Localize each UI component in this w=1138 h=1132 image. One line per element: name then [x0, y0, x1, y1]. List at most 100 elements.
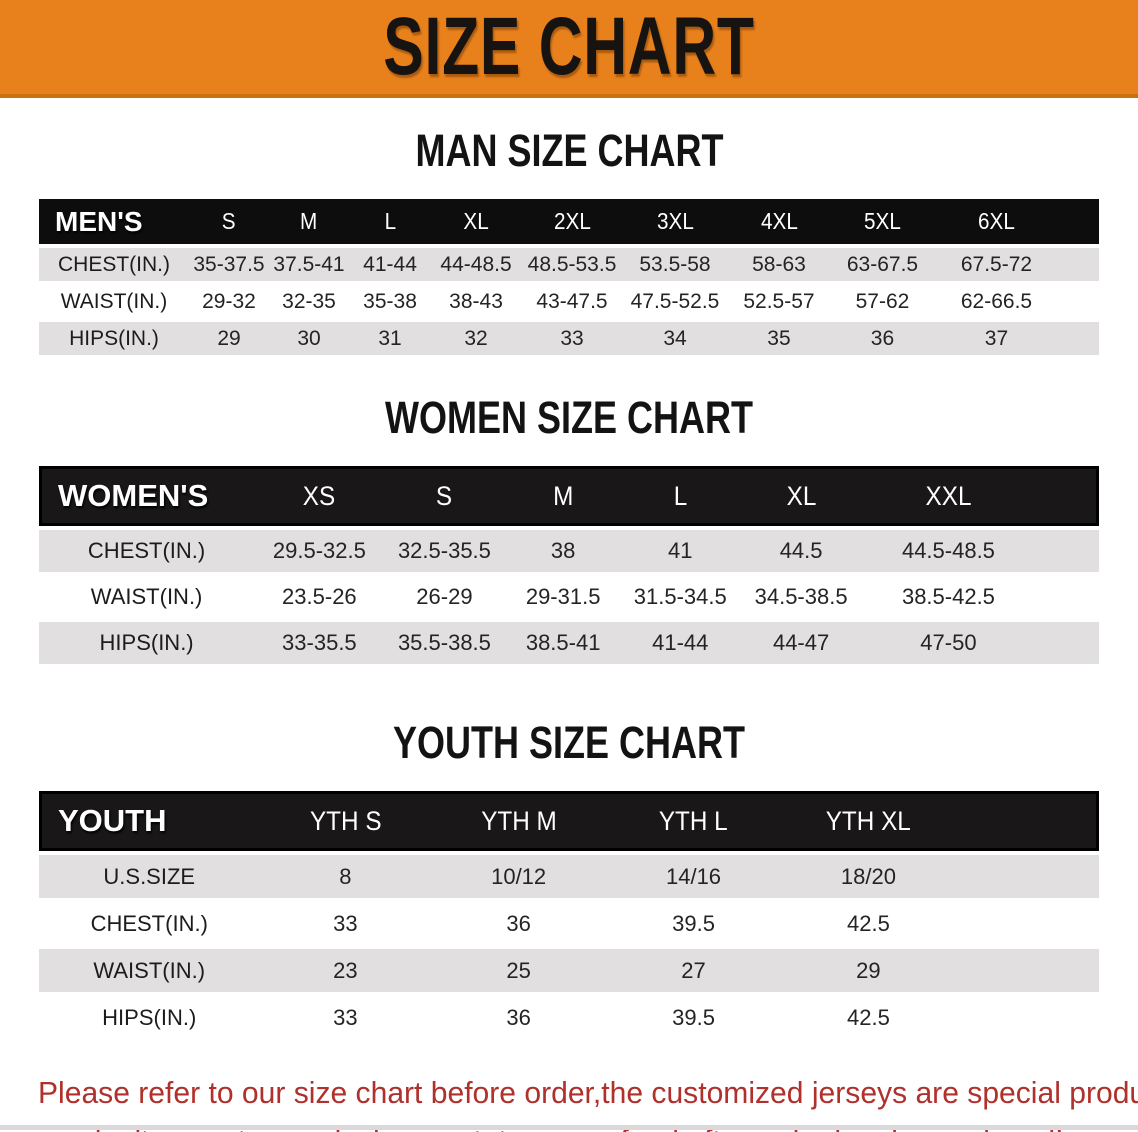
measurement-value: 35.5-38.5 — [384, 622, 505, 664]
measurement-value: 35 — [726, 322, 831, 355]
spacer-cell — [1058, 322, 1099, 355]
measurement-value: 33 — [521, 322, 623, 355]
measurement-value: 42.5 — [780, 996, 956, 1039]
banner: SIZE CHART — [0, 0, 1138, 98]
measurement-value: 33 — [259, 902, 432, 945]
measurement-value: 29-32 — [188, 285, 269, 318]
page-title: SIZE CHART — [383, 1, 755, 92]
measurement-row: CHEST(IN.) 29.5-32.5 32.5-35.5 38 41 44.5 44.5… — [39, 530, 1099, 572]
measurement-value: 34.5-38.5 — [738, 576, 864, 618]
measurement-value: 30 — [269, 322, 350, 355]
measurement-value: 57-62 — [830, 285, 934, 318]
size-column-header: M — [269, 199, 350, 244]
size-column-header: XS — [254, 466, 385, 526]
size-column-header: XXL — [863, 466, 1034, 526]
measurement-value: 35-38 — [349, 285, 432, 318]
measurement-value: 37.5-41 — [269, 248, 350, 281]
table-header-label: MEN'S — [39, 199, 189, 244]
row-label: HIPS(IN.) — [39, 322, 189, 355]
spacer-cell — [955, 949, 1099, 992]
size-column-header: S — [188, 199, 269, 244]
spacer-cell — [1033, 530, 1099, 572]
size-column-header: L — [349, 199, 432, 244]
size-column-header: XL — [431, 199, 522, 244]
row-label: U.S.SIZE — [39, 855, 260, 898]
size-column-header: XL — [738, 466, 864, 526]
measurement-value: 29 — [780, 949, 956, 992]
bottom-divider — [0, 1125, 1138, 1130]
spacer-cell — [1058, 248, 1099, 281]
measurement-value: 33 — [259, 996, 432, 1039]
measurement-value: 36 — [431, 996, 607, 1039]
measurement-value: 53.5-58 — [623, 248, 727, 281]
measurement-value: 42.5 — [780, 902, 956, 945]
measurement-value: 39.5 — [606, 996, 781, 1039]
size-column-header: L — [621, 466, 739, 526]
spacer-cell — [955, 855, 1099, 898]
youth-size-chart-section: YOUTH SIZE CHART YOUTH YTH S YTH M YTH L YTH… — [0, 720, 1138, 1043]
measurement-value: 39.5 — [606, 902, 781, 945]
women-size-chart-section: WOMEN SIZE CHART WOMEN'S XS S M L XL XXL CHEST(… — [0, 395, 1138, 668]
row-label: WAIST(IN.) — [39, 285, 189, 318]
measurement-value: 27 — [606, 949, 781, 992]
size-header-row: MEN'S S M L XL 2XL 3XL 4XL 5XL 6XL — [39, 199, 1099, 244]
measurement-value: 14/16 — [606, 855, 781, 898]
spacer-cell — [955, 902, 1099, 945]
measurement-value: 37 — [934, 322, 1059, 355]
table-header-label: WOMEN'S — [39, 466, 255, 526]
women-size-table: WOMEN'S XS S M L XL XXL CHEST(IN.) 29.5-32.5 32.5… — [39, 462, 1099, 668]
size-column-header: 3XL — [623, 199, 727, 244]
measurement-value: 32 — [431, 322, 522, 355]
measurement-value: 58-63 — [726, 248, 831, 281]
measurement-value: 10/12 — [431, 855, 607, 898]
measurement-value: 29.5-32.5 — [254, 530, 385, 572]
measurement-row: WAIST(IN.) 23 25 27 29 — [39, 949, 1099, 992]
spacer-cell — [1033, 622, 1099, 664]
measurement-value: 44-47 — [738, 622, 864, 664]
measurement-value: 47.5-52.5 — [623, 285, 727, 318]
man-size-chart-section: MAN SIZE CHART MEN'S S M L XL 2XL 3XL 4XL 5XL 6XL… — [0, 128, 1138, 359]
spacer-cell — [955, 996, 1099, 1039]
measurement-value: 32-35 — [269, 285, 350, 318]
measurement-value: 36 — [830, 322, 934, 355]
size-column-header: 4XL — [726, 199, 831, 244]
measurement-value: 44.5 — [738, 530, 864, 572]
measurement-row: HIPS(IN.) 29 30 31 32 33 34 35 36 37 — [39, 322, 1099, 355]
measurement-value: 41-44 — [349, 248, 432, 281]
measurement-value: 8 — [259, 855, 432, 898]
size-column-header: 2XL — [521, 199, 623, 244]
measurement-value: 38-43 — [431, 285, 522, 318]
size-column-header: 5XL — [830, 199, 934, 244]
size-column-header: 6XL — [934, 199, 1059, 244]
measurement-value: 38.5-41 — [504, 622, 622, 664]
measurement-row: WAIST(IN.) 29-32 32-35 35-38 38-43 43-47.5 47.… — [39, 285, 1099, 318]
table-header-label: YOUTH — [39, 791, 260, 851]
men-size-table: MEN'S S M L XL 2XL 3XL 4XL 5XL 6XL CHEST(IN.) 35-37… — [39, 195, 1099, 359]
spacer-cell — [1033, 466, 1099, 526]
women-section-title: WOMEN SIZE CHART — [384, 392, 753, 443]
measurement-row: U.S.SIZE 8 10/12 14/16 18/20 — [39, 855, 1099, 898]
size-column-header: YTH L — [606, 791, 781, 851]
measurement-value: 23 — [259, 949, 432, 992]
measurement-value: 36 — [431, 902, 607, 945]
measurement-value: 63-67.5 — [830, 248, 934, 281]
size-header-row: YOUTH YTH S YTH M YTH L YTH XL — [39, 791, 1099, 851]
spacer-cell — [955, 791, 1099, 851]
row-label: HIPS(IN.) — [39, 996, 260, 1039]
measurement-value: 25 — [431, 949, 607, 992]
measurement-value: 44-48.5 — [431, 248, 522, 281]
measurement-row: CHEST(IN.) 33 36 39.5 42.5 — [39, 902, 1099, 945]
measurement-value: 44.5-48.5 — [863, 530, 1034, 572]
measurement-value: 33-35.5 — [254, 622, 385, 664]
measurement-row: HIPS(IN.) 33-35.5 35.5-38.5 38.5-41 41-44 44-… — [39, 622, 1099, 664]
measurement-value: 62-66.5 — [934, 285, 1059, 318]
measurement-value: 31.5-34.5 — [621, 576, 739, 618]
row-label: WAIST(IN.) — [39, 576, 255, 618]
spacer-cell — [1058, 285, 1099, 318]
measurement-value: 67.5-72 — [934, 248, 1059, 281]
size-column-header: M — [504, 466, 622, 526]
measurement-row: WAIST(IN.) 23.5-26 26-29 29-31.5 31.5-34.5 34… — [39, 576, 1099, 618]
measurement-value: 41 — [621, 530, 739, 572]
youth-size-table: YOUTH YTH S YTH M YTH L YTH XL U.S.SIZE 8 10/12… — [39, 787, 1099, 1043]
measurement-value: 26-29 — [384, 576, 505, 618]
